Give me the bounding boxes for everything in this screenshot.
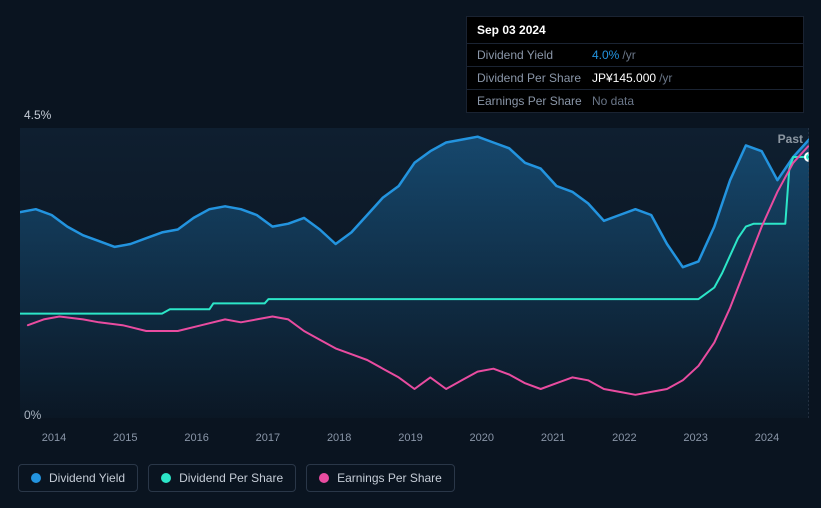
- tooltip-value: JP¥145.000/yr: [592, 71, 672, 85]
- legend-swatch: [31, 473, 41, 483]
- tooltip-label: Earnings Per Share: [477, 94, 592, 108]
- y-axis-max: 4.5%: [24, 108, 51, 122]
- legend-item[interactable]: Dividend Per Share: [148, 464, 296, 492]
- end-marker: [805, 153, 809, 161]
- plot-area[interactable]: [20, 128, 809, 418]
- tooltip-row: Dividend Per ShareJP¥145.000/yr: [467, 67, 803, 90]
- legend-item[interactable]: Dividend Yield: [18, 464, 138, 492]
- legend-swatch: [161, 473, 171, 483]
- x-tick: 2022: [590, 432, 658, 444]
- x-tick: 2023: [662, 432, 730, 444]
- x-tick: 2021: [519, 432, 587, 444]
- legend-label: Dividend Per Share: [179, 471, 283, 485]
- tooltip-label: Dividend Yield: [477, 48, 592, 62]
- tooltip-value: No data: [592, 94, 634, 108]
- x-tick: 2016: [163, 432, 231, 444]
- x-tick: 2020: [448, 432, 516, 444]
- x-tick: 2015: [91, 432, 159, 444]
- x-tick: 2018: [305, 432, 373, 444]
- tooltip-label: Dividend Per Share: [477, 71, 592, 85]
- x-axis: 20142015 2016201720182019 202020212022 2023…: [20, 432, 801, 444]
- legend-swatch: [319, 473, 329, 483]
- x-tick: 2019: [376, 432, 444, 444]
- tooltip-row: Dividend Yield4.0%/yr: [467, 44, 803, 67]
- legend-item[interactable]: Earnings Per Share: [306, 464, 455, 492]
- tooltip-row: Earnings Per ShareNo data: [467, 90, 803, 112]
- tooltip-value: 4.0%/yr: [592, 48, 636, 62]
- legend-label: Earnings Per Share: [337, 471, 442, 485]
- x-tick: 2017: [234, 432, 302, 444]
- x-tick: 2014: [20, 432, 88, 444]
- legend-label: Dividend Yield: [49, 471, 125, 485]
- data-tooltip: Sep 03 2024 Dividend Yield4.0%/yrDividen…: [466, 16, 804, 113]
- tooltip-unit: /yr: [622, 48, 635, 62]
- x-tick: 2024: [733, 432, 801, 444]
- tooltip-unit: /yr: [659, 71, 672, 85]
- legend: Dividend Yield Dividend Per Share Earnings…: [18, 464, 455, 492]
- dividend-chart: Sep 03 2024 Dividend Yield4.0%/yrDividen…: [0, 0, 821, 508]
- tooltip-date: Sep 03 2024: [467, 17, 803, 44]
